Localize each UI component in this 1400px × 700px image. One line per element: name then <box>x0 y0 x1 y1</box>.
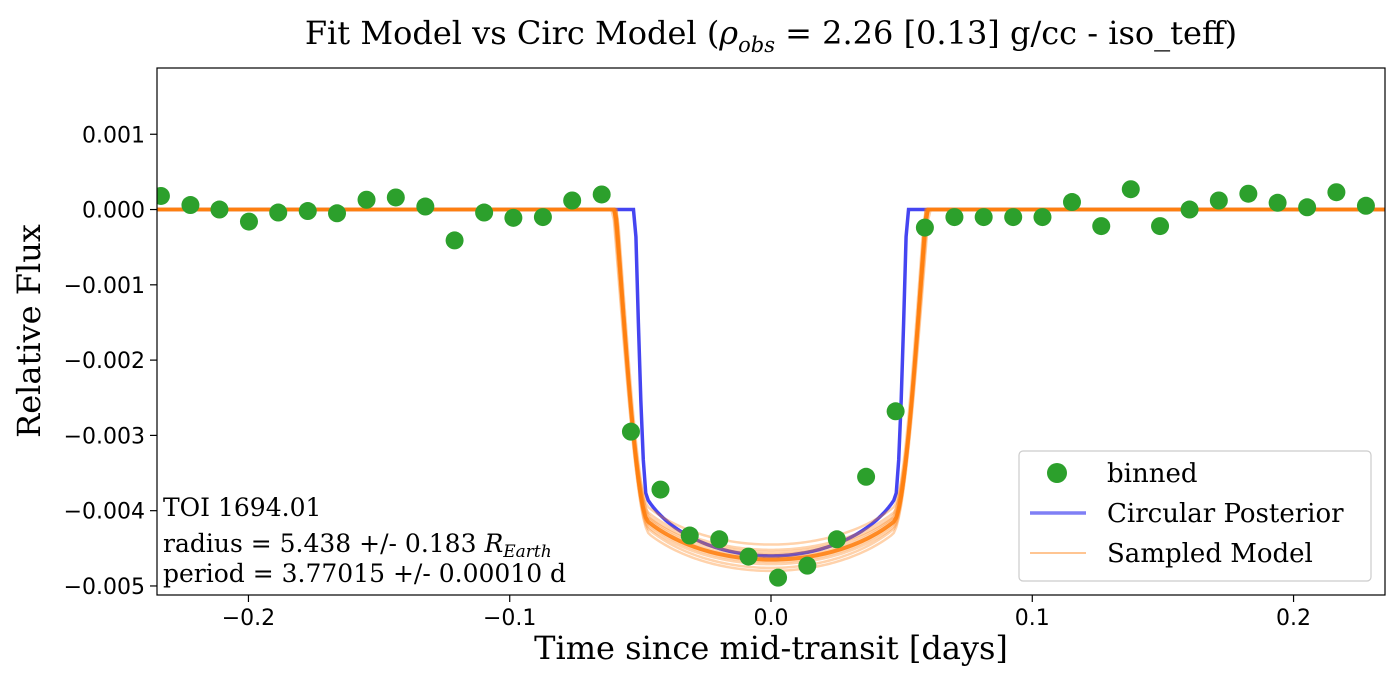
y-tick-label: −0.001 <box>64 274 145 299</box>
binned-point <box>798 556 817 575</box>
binned-point <box>416 197 435 216</box>
binned-point <box>974 208 993 227</box>
y-tick-label: −0.002 <box>64 349 145 374</box>
binned-point <box>1151 217 1170 236</box>
binned-point <box>563 191 582 210</box>
binned-point <box>886 402 905 421</box>
binned-point <box>1180 200 1199 219</box>
info-annotation: TOI 1694.01 radius = 5.438 +/- 0.183 REa… <box>163 493 566 588</box>
chart-title-prefix: Fit Model vs Circ Model ( <box>305 14 719 52</box>
binned-point <box>533 208 552 227</box>
binned-point <box>621 422 640 441</box>
y-tick-label: −0.003 <box>64 424 145 449</box>
x-tick-label: 0.2 <box>1276 606 1311 631</box>
binned-point <box>328 204 347 223</box>
legend-binned-marker <box>1047 463 1067 483</box>
binned-point <box>239 212 258 231</box>
legend-frame <box>1018 450 1372 582</box>
binned-point <box>592 185 611 204</box>
binned-point <box>269 203 288 222</box>
binned-point <box>1298 198 1317 217</box>
annotation-radius-symbol: R <box>483 529 503 558</box>
binned-point <box>1092 217 1111 236</box>
annotation-radius-text: radius = 5.438 +/- 0.183 <box>163 529 484 558</box>
chart-title: Fit Model vs Circ Model (ρobs = 2.26 [0.… <box>305 14 1237 57</box>
binned-point <box>651 480 670 499</box>
chart-title-rho-subscript: obs <box>738 33 775 57</box>
x-tick-label: 0.0 <box>754 606 789 631</box>
binned-point <box>1268 193 1287 212</box>
binned-point <box>915 218 934 237</box>
binned-point <box>945 208 964 227</box>
binned-point <box>386 188 405 207</box>
legend-binned-label: binned <box>1107 459 1197 489</box>
binned-point <box>504 208 523 227</box>
x-tick-label: −0.2 <box>222 606 275 631</box>
y-tick-label: −0.004 <box>64 500 145 525</box>
binned-point <box>445 231 464 250</box>
binned-point <box>827 530 846 549</box>
legend-circular-label: Circular Posterior <box>1107 499 1344 529</box>
binned-point <box>1356 196 1375 215</box>
legend-sampled-label: Sampled Model <box>1107 539 1313 569</box>
binned-point <box>1004 208 1023 227</box>
y-tick-label: 0.001 <box>82 123 145 148</box>
chart-title-rho: ρ <box>718 14 738 52</box>
legend: binned Circular Posterior Sampled Model <box>1018 450 1372 582</box>
binned-point <box>739 547 758 566</box>
x-axis-label: Time since mid-transit [days] <box>534 629 1008 667</box>
binned-point <box>181 196 200 215</box>
binned-point <box>1327 183 1346 202</box>
binned-point <box>157 186 170 205</box>
annotation-line-1: TOI 1694.01 <box>163 493 321 522</box>
binned-point <box>680 526 699 545</box>
sampled-model-line <box>157 207 1385 562</box>
binned-point <box>475 203 494 222</box>
binned-point <box>210 200 229 219</box>
annotation-line-2: radius = 5.438 +/- 0.183 REarth <box>163 529 552 562</box>
binned-point <box>1121 180 1140 199</box>
binned-point <box>1239 184 1258 203</box>
annotation-radius-subscript: Earth <box>502 542 551 562</box>
binned-point <box>1033 208 1052 227</box>
binned-point <box>769 568 788 587</box>
x-tick-label: −0.1 <box>483 606 536 631</box>
chart-title-suffix: = 2.26 [0.13] g/cc - iso_teff) <box>775 14 1237 52</box>
binned-point <box>1209 191 1228 210</box>
binned-point <box>298 202 317 221</box>
annotation-line-3: period = 3.77015 +/- 0.00010 d <box>163 559 566 588</box>
y-tick-label: 0.000 <box>82 199 145 224</box>
y-tick-label: −0.005 <box>64 575 145 600</box>
binned-point <box>710 530 729 549</box>
x-tick-label: 0.1 <box>1015 606 1050 631</box>
binned-point <box>1062 193 1081 212</box>
binned-point <box>357 190 376 209</box>
binned-point <box>857 467 876 486</box>
y-axis-label: Relative Flux <box>10 224 48 438</box>
